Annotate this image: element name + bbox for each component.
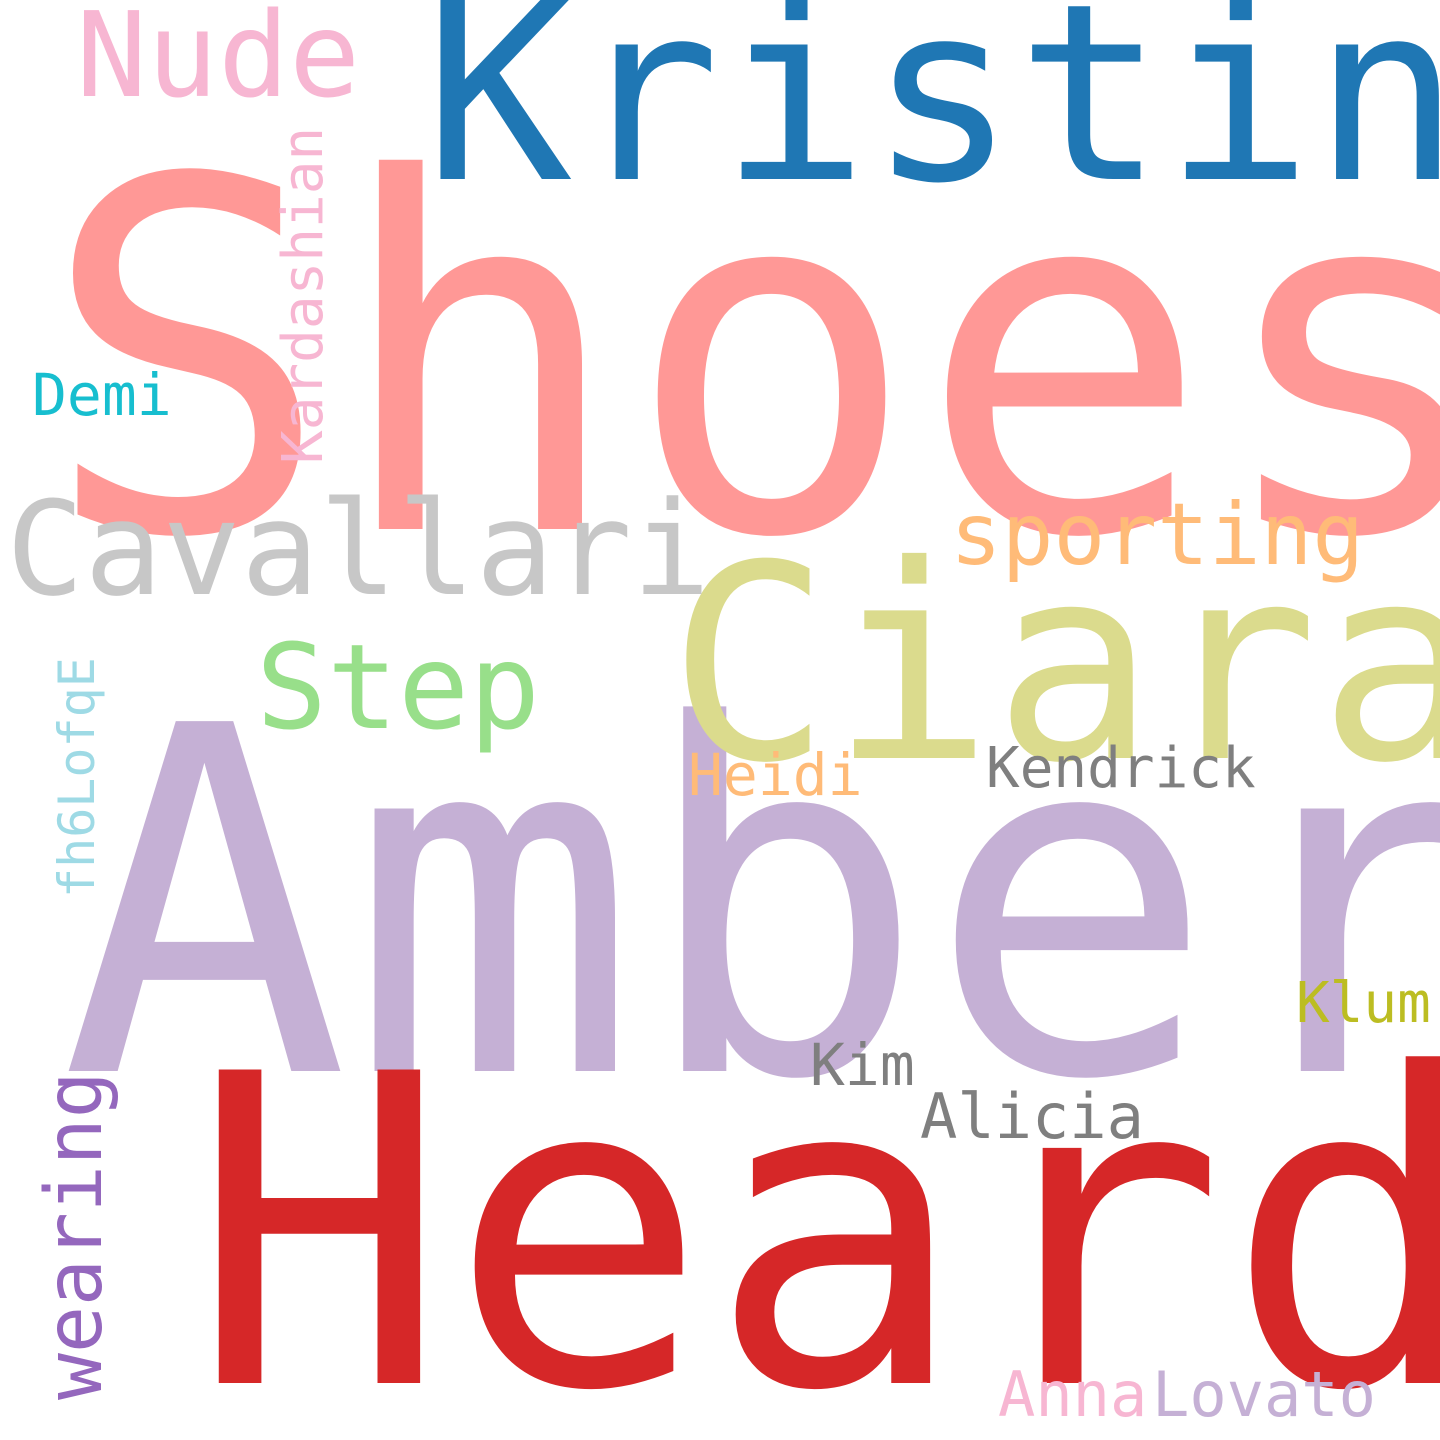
- word-klum: Klum: [1296, 971, 1431, 1036]
- word-amber: Amber: [60, 626, 1440, 1185]
- word-heard: Heard: [190, 985, 1440, 1440]
- word-cavallari: Cavallari: [6, 473, 711, 625]
- word-step: Step: [256, 618, 541, 756]
- word-kristin: Kristin: [424, 0, 1440, 238]
- word-demi: Demi: [32, 361, 172, 429]
- word-ciara: Ciara: [668, 507, 1440, 822]
- word-kim: Kim: [810, 1031, 915, 1099]
- word-alicia: Alicia: [920, 1080, 1144, 1153]
- word-wearing: wearing: [30, 1071, 120, 1400]
- word-fh6lofqe: fh6LofqE: [48, 657, 106, 898]
- word-heidi: Heidi: [688, 741, 863, 809]
- word-sporting: sporting: [950, 485, 1365, 585]
- word-lovato: Lovato: [1152, 1358, 1376, 1431]
- word-kendrick: Kendrick: [986, 736, 1256, 801]
- word-shoes: Shoes: [40, 78, 1440, 644]
- word-nude: Nude: [76, 0, 361, 124]
- word-anna: Anna: [998, 1358, 1148, 1431]
- word-kardashian: Kardashian: [271, 126, 336, 464]
